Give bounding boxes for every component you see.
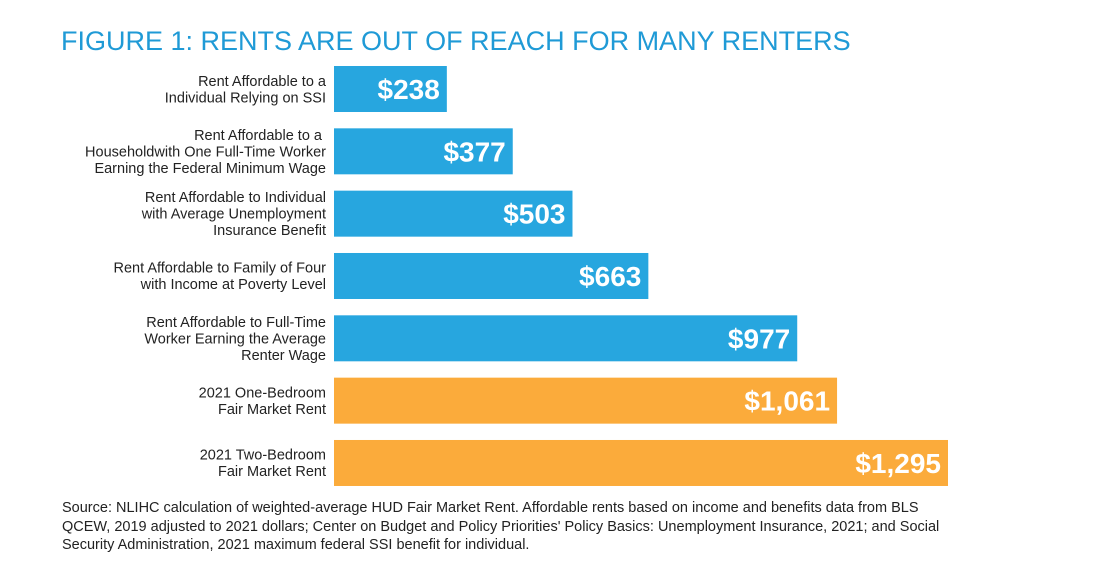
- bar-chart: Rent Affordable to a Individual Relying o…: [85, 66, 948, 486]
- chart-title: FIGURE 1: RENTS ARE OUT OF REACH FOR MAN…: [61, 26, 851, 56]
- category-label-2: Rent Affordable to Individual with Averag…: [141, 190, 326, 239]
- bars: [334, 66, 948, 486]
- category-label-0: Rent Affordable to a Individual Relying o…: [165, 74, 327, 107]
- bar-0: [334, 66, 447, 112]
- value-labels: $238$377 $503 $663 $977 $1,061 $1,295: [378, 74, 941, 479]
- category-label-line: 2021 One-Bedroom: [199, 385, 326, 401]
- category-label-line: Insurance Benefit: [213, 223, 326, 239]
- category-label-1: Rent Affordable to a Householdwith One F…: [85, 128, 326, 177]
- value-label-0: $238: [378, 74, 440, 105]
- category-label-line: Individual Relying on SSI: [165, 90, 326, 106]
- value-label-6: $1,295: [855, 448, 941, 479]
- value-label-2: $503: [503, 199, 565, 230]
- source-note: Source: NLIHC calculation of weighted-av…: [62, 500, 940, 553]
- category-label-line: Rent Affordable to Full-Time: [146, 315, 326, 331]
- category-label-line: Earning the Federal Minimum Wage: [94, 161, 326, 177]
- bar-3: [334, 252, 649, 299]
- category-label-line: with Average Unemployment: [141, 207, 326, 223]
- category-label-line: with Income at Poverty Level: [140, 277, 326, 293]
- value-label-3: $663: [579, 261, 641, 292]
- value-label-4: $977: [728, 323, 790, 354]
- category-label-3: Rent Affordable to Family of Four with In…: [113, 261, 326, 294]
- category-label-6: 2021 Two-Bedroom Fair Market Rent: [200, 448, 326, 481]
- bar-5: [334, 377, 838, 424]
- category-label-line: Renter Wage: [241, 348, 326, 364]
- category-label-line: Householdwith One Full-Time Worker: [85, 144, 326, 160]
- category-label-line: Fair Market Rent: [218, 402, 326, 418]
- bar-6: [334, 439, 948, 486]
- value-label-5: $1,061: [744, 386, 830, 417]
- category-label-4: Rent Affordable to Full-Time Worker Earni…: [144, 315, 326, 364]
- category-label-line: Rent Affordable to Family of Four: [113, 261, 326, 277]
- category-label-line: Rent Affordable to a: [198, 74, 327, 90]
- category-label-line: 2021 Two-Bedroom: [200, 448, 326, 464]
- category-label-line: Rent Affordable to a: [194, 128, 326, 144]
- category-labels: Rent Affordable to a Individual Relying o…: [85, 74, 327, 480]
- bar-2: [334, 190, 573, 237]
- value-label-1: $377: [443, 136, 505, 167]
- category-label-5: 2021 One-Bedroom Fair Market Rent: [199, 385, 326, 418]
- bar-4: [334, 315, 798, 362]
- bar-1: [334, 128, 513, 175]
- category-label-line: Worker Earning the Average: [144, 331, 326, 347]
- category-label-line: Fair Market Rent: [218, 464, 326, 480]
- category-label-line: Rent Affordable to Individual: [145, 190, 326, 206]
